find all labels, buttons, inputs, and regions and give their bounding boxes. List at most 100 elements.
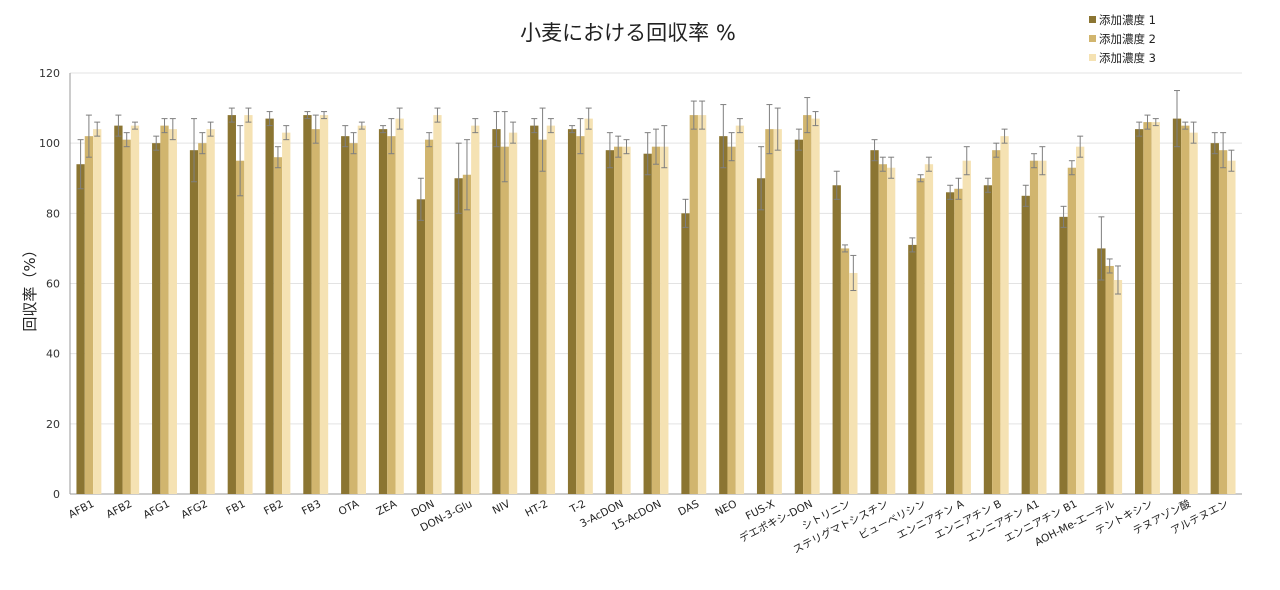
y-tick-labels: 0 20 40 60 80 100 120 xyxy=(39,67,60,501)
bar-s2-10 xyxy=(462,174,472,494)
bar-s1-4 xyxy=(227,115,236,494)
bar-s2-11 xyxy=(500,146,509,495)
y-tick-100: 100 xyxy=(39,137,60,150)
bar-s2-8 xyxy=(387,136,396,494)
bar-s3-7 xyxy=(357,125,366,494)
bar-s1-2 xyxy=(152,143,161,494)
bar-s3-30 xyxy=(1227,160,1236,495)
bar-s1-14 xyxy=(605,150,615,494)
bar-s3-22 xyxy=(924,164,934,494)
bar-s1-28 xyxy=(1135,129,1144,494)
x-tick-2: AFG1 xyxy=(141,498,171,521)
bar-s2-7 xyxy=(349,143,358,494)
bar-s2-19 xyxy=(803,115,812,494)
x-tick-0: AFB1 xyxy=(67,498,97,521)
x-tick-5: FB2 xyxy=(262,498,285,518)
error-bars xyxy=(77,90,1235,295)
bar-s3-2 xyxy=(168,129,177,494)
legend-swatch-2 xyxy=(1089,35,1096,42)
bar-s3-27 xyxy=(1113,279,1123,494)
bar-s3-11 xyxy=(508,132,518,494)
bar-s1-6 xyxy=(303,115,312,494)
bar-s1-13 xyxy=(567,129,577,494)
y-tick-40: 40 xyxy=(46,348,60,361)
bar-s3-28 xyxy=(1151,122,1160,494)
x-tick-6: FB3 xyxy=(300,498,323,518)
bar-s1-15 xyxy=(643,153,652,495)
bar-s2-22 xyxy=(916,178,925,494)
bar-s2-21 xyxy=(878,164,887,494)
bar-s2-26 xyxy=(1067,167,1077,494)
bar-s2-24 xyxy=(992,150,1001,494)
bar-s3-3 xyxy=(206,129,215,494)
bar-s1-16 xyxy=(681,213,690,495)
y-tick-60: 60 xyxy=(46,278,60,291)
bar-s2-27 xyxy=(1105,265,1114,494)
bar-s1-10 xyxy=(454,178,463,494)
bar-s3-8 xyxy=(395,118,404,494)
bar-s1-5 xyxy=(265,118,274,494)
bar-s1-19 xyxy=(794,139,804,495)
bar-s2-28 xyxy=(1143,122,1152,494)
x-tick-4: FB1 xyxy=(224,498,247,518)
bar-s3-21 xyxy=(886,167,896,494)
bar-s3-4 xyxy=(244,115,253,494)
bar-s1-23 xyxy=(946,192,955,495)
bar-s3-13 xyxy=(584,118,593,494)
bar-s3-6 xyxy=(319,115,329,494)
bar-s3-14 xyxy=(622,146,631,495)
bar-s2-18 xyxy=(765,129,774,494)
y-tick-120: 120 xyxy=(39,67,60,80)
legend-label-3: 添加濃度 3 xyxy=(1099,51,1156,65)
bar-s1-26 xyxy=(1059,216,1068,494)
legend: 添加濃度 1 添加濃度 2 添加濃度 3 xyxy=(1089,13,1156,65)
bar-s3-20 xyxy=(849,272,858,494)
legend-swatch-3 xyxy=(1089,54,1096,61)
bar-s2-4 xyxy=(235,160,245,495)
bar-s2-14 xyxy=(614,146,623,495)
x-tick-7: OTA xyxy=(337,498,362,519)
bar-s2-23 xyxy=(954,188,963,494)
x-tick-1: AFB2 xyxy=(104,498,134,521)
bar-s3-10 xyxy=(471,125,480,494)
x-tick-13: T-2 xyxy=(567,498,588,516)
bar-s2-25 xyxy=(1029,160,1039,495)
x-tick-16: DAS xyxy=(676,498,701,519)
legend-label-1: 添加濃度 1 xyxy=(1099,13,1156,27)
bar-s3-24 xyxy=(1000,136,1009,494)
bar-s2-15 xyxy=(651,146,661,495)
bar-s3-17 xyxy=(735,125,745,494)
bar-s2-16 xyxy=(689,115,698,494)
bar-s1-25 xyxy=(1021,195,1030,494)
y-tick-20: 20 xyxy=(46,418,60,431)
bar-s1-1 xyxy=(114,125,123,494)
bar-s1-21 xyxy=(870,150,879,494)
bar-s3-19 xyxy=(811,118,820,494)
bar-s2-12 xyxy=(538,139,547,495)
bar-s3-15 xyxy=(660,146,669,495)
x-tick-17: NEO xyxy=(713,498,739,519)
bar-series xyxy=(76,115,1236,495)
bar-s2-9 xyxy=(425,139,434,495)
bar-s2-2 xyxy=(160,125,169,494)
bar-s1-0 xyxy=(76,164,85,494)
bar-s1-22 xyxy=(908,244,917,494)
bar-s3-29 xyxy=(1189,132,1198,494)
chart-title: 小麦における回収率 % xyxy=(520,21,736,45)
bar-s3-23 xyxy=(962,160,971,495)
bar-s1-8 xyxy=(378,129,388,494)
y-tick-0: 0 xyxy=(53,488,60,501)
y-axis-label: 回収率（%） xyxy=(21,242,39,331)
bar-s2-13 xyxy=(576,136,585,494)
bar-s1-30 xyxy=(1210,143,1219,494)
bar-s3-5 xyxy=(282,132,291,494)
x-tick-12: HT-2 xyxy=(523,498,550,520)
bar-s2-17 xyxy=(727,146,736,495)
bar-s3-16 xyxy=(697,115,707,494)
bar-s1-24 xyxy=(983,185,993,494)
x-tick-8: ZEA xyxy=(375,498,400,519)
bar-s2-20 xyxy=(840,248,850,494)
bar-s2-6 xyxy=(311,129,320,494)
legend-label-2: 添加濃度 2 xyxy=(1099,32,1156,46)
